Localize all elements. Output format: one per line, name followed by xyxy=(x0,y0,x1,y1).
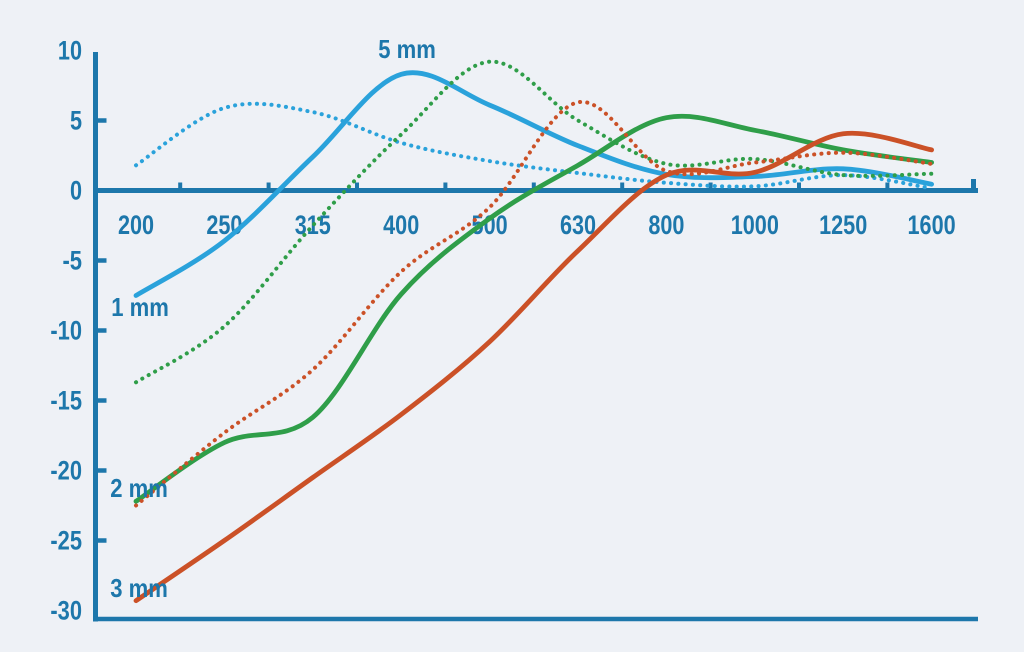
annotation-1mm: 1 mm xyxy=(111,292,169,322)
annotation-2mm: 2 mm xyxy=(110,473,168,503)
annotation-5mm: 5 mm xyxy=(378,34,436,64)
y-axis-tick-label: -20 xyxy=(50,456,82,486)
x-axis-tick-label: 800 xyxy=(648,210,684,240)
x-axis-tick-label: 1000 xyxy=(731,210,779,240)
curve-green-solid xyxy=(133,113,934,504)
curve-red-dotted xyxy=(134,100,934,508)
curve-red-solid xyxy=(133,130,934,604)
y-axis-tick-label: 5 xyxy=(70,106,82,136)
x-axis-tick-label: 250 xyxy=(206,210,242,240)
x-axis-tick-label: 630 xyxy=(560,210,596,240)
x-axis-tick-label: 1250 xyxy=(819,210,867,240)
y-axis-tick-label: 10 xyxy=(58,36,82,66)
y-axis-tick-label: 0 xyxy=(70,176,82,206)
y-axis-tick-label: -25 xyxy=(50,526,82,556)
y-axis-tick-label: -30 xyxy=(50,596,82,626)
series-layer xyxy=(133,59,934,604)
y-axis-tick-label: -15 xyxy=(50,386,82,416)
annotation-3mm: 3 mm xyxy=(110,573,168,603)
annotation-layer: 5 mm 1 mm 2 mm 3 mm xyxy=(110,34,436,603)
curve-blue-solid xyxy=(133,70,934,298)
tick-layer xyxy=(95,118,976,543)
y-axis-tick-label: -10 xyxy=(50,316,82,346)
x-axis-tick-label: 400 xyxy=(383,210,419,240)
y-axis-labels: 10 5 0 -5 -10 -15 -20 -25 -30 xyxy=(50,36,82,626)
curve-green-dotted xyxy=(134,59,934,385)
x-axis-tick-label: 1600 xyxy=(908,210,956,240)
axis-layer xyxy=(93,52,978,622)
x-axis-tick-label: 200 xyxy=(118,210,154,240)
y-axis-tick-label: -5 xyxy=(62,246,82,276)
x-axis-labels: 200 250 315 400 500 630 800 1000 1250 1600 xyxy=(118,210,956,240)
